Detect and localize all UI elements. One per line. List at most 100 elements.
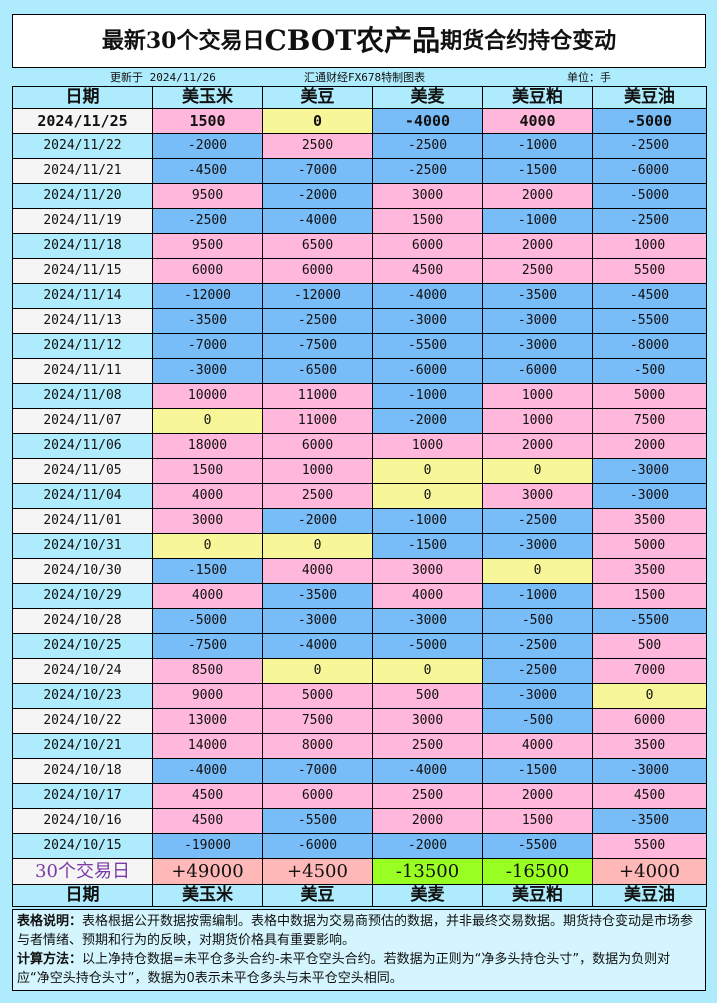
value-cell: 1000 [482,408,593,434]
value-cell: -4000 [372,758,483,784]
value-cell: -3000 [482,308,593,334]
value-cell: 8000 [262,733,373,759]
date-cell: 2024/11/18 [12,233,153,259]
value-cell: 0 [482,558,593,584]
value-cell: -1000 [482,208,593,234]
value-cell: 5500 [592,833,707,859]
value-cell: 4500 [152,783,263,809]
date-cell: 2024/11/01 [12,508,153,534]
value-cell: -3500 [592,808,707,834]
desc-text: 表格根据公开数据按需编制。表格中数据为交易商预估的数据，并非最终交易数据。期货持… [17,914,694,948]
table-row: 2024/10/25 -7500 -4000 -5000 -2500 500 [12,633,707,659]
value-cell: -1500 [482,758,593,784]
table-row: 2024/11/12 -7000 -7500 -5500 -3000 -8000 [12,333,707,359]
value-cell: 6000 [372,233,483,259]
source-label: 汇通财经FX678特制图表 [304,71,426,84]
value-cell: -5000 [152,608,263,634]
value-cell: -7000 [262,158,373,184]
table-row: 2024/11/21 -4500 -7000 -2500 -1500 -6000 [12,158,707,184]
value-cell: 1500 [372,208,483,234]
value-cell: 3500 [592,508,707,534]
value-cell: -5500 [482,833,593,859]
value-cell: -3000 [262,608,373,634]
value-cell: 4000 [152,483,263,509]
value-cell: -3000 [482,683,593,709]
value-cell: -3000 [592,758,707,784]
date-cell: 2024/10/30 [12,558,153,584]
value-cell: 0 [482,458,593,484]
value-cell: 7500 [592,408,707,434]
value-cell: 2500 [262,483,373,509]
value-cell: 1000 [262,458,373,484]
value-cell: -2000 [262,508,373,534]
value-cell: 4000 [482,733,593,759]
value-cell: 4500 [372,258,483,284]
value-cell: 2000 [482,233,593,259]
footer-col: 美玉米 [152,884,263,907]
footer-col: 日期 [12,884,153,907]
value-cell: 2000 [592,433,707,459]
col-wheat: 美麦 [372,86,483,109]
date-cell: 2024/10/29 [12,583,153,609]
value-cell: 2500 [372,733,483,759]
value-cell: -3000 [592,458,707,484]
value-cell: 1000 [482,383,593,409]
value-cell: -2000 [372,408,483,434]
summary-row: 30个交易日 +49000 +4500 -13500 -16500 +4000 [12,858,707,885]
value-cell: 7500 [262,708,373,734]
value-cell: 2500 [482,258,593,284]
value-cell: 11000 [262,383,373,409]
title-suffix: 期货合约持仓变动 [440,28,617,54]
value-cell: 6000 [262,433,373,459]
table-row: 2024/11/08 10000 11000 -1000 1000 5000 [12,383,707,409]
desc-label: 表格说明： [17,914,83,929]
date-cell: 2024/11/13 [12,308,153,334]
value-cell: -8000 [592,333,707,359]
value-cell: 4500 [152,808,263,834]
value-cell: 7000 [592,658,707,684]
value-cell: 1000 [372,433,483,459]
date-cell: 2024/11/11 [12,358,153,384]
value-cell: -2000 [372,833,483,859]
table-row: 2024/11/13 -3500 -2500 -3000 -3000 -5500 [12,308,707,334]
value-cell: -4000 [152,758,263,784]
value-cell: -1500 [372,533,483,559]
date-cell: 2024/11/07 [12,408,153,434]
footer-col: 美豆 [262,884,373,907]
value-cell: -2500 [262,308,373,334]
value-cell: -2500 [152,208,263,234]
date-cell: 2024/10/16 [12,808,153,834]
update-date: 更新于 2024/11/26 [110,71,216,84]
summary-label: 30个交易日 [12,858,153,885]
value-cell: -3500 [482,283,593,309]
value-cell: -7500 [152,633,263,659]
subheader: 更新于 2024/11/26 汇通财经FX678特制图表 单位：手 [12,69,706,86]
date-cell: 2024/11/05 [12,458,153,484]
date-cell: 2024/10/25 [12,633,153,659]
title-prefix: 最新30个交易日 [101,28,265,54]
value-cell: -4000 [262,208,373,234]
table-row: 2024/10/22 13000 7500 3000 -500 6000 [12,708,707,734]
footer-col: 美豆油 [592,884,707,907]
value-cell: -7000 [152,333,263,359]
col-soymeal: 美豆粕 [482,86,593,109]
value-cell: 500 [592,633,707,659]
value-cell: 0 [152,533,263,559]
table-row: 2024/10/23 9000 5000 500 -3000 0 [12,683,707,709]
value-cell: 5000 [592,533,707,559]
date-cell: 2024/11/15 [12,258,153,284]
page-title: 最新30个交易日 CBOT农产品 期货合约持仓变动 [12,14,706,68]
value-cell: -3500 [262,583,373,609]
value-cell: 3500 [592,733,707,759]
calc-label: 计算方法： [17,952,83,967]
value-cell: -4500 [592,283,707,309]
date-cell: 2024/11/25 [12,108,153,134]
value-cell: -3000 [482,333,593,359]
value-cell: -19000 [152,833,263,859]
table-row: 2024/11/25 1500 0 -4000 4000 -5000 [12,108,707,134]
value-cell: -6000 [592,158,707,184]
date-cell: 2024/11/19 [12,208,153,234]
value-cell: -3500 [152,308,263,334]
value-cell: -2500 [482,658,593,684]
date-cell: 2024/10/31 [12,533,153,559]
